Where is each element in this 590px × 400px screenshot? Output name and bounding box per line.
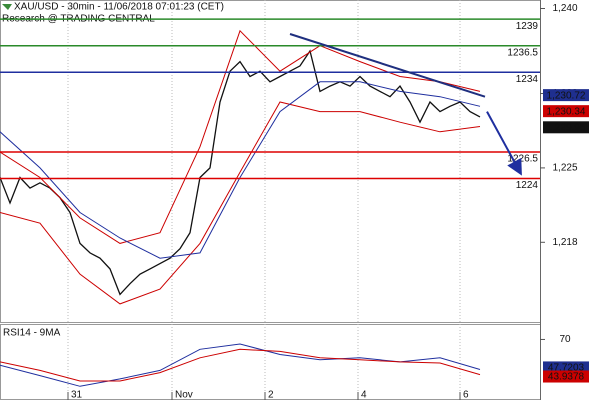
series-line: [0, 343, 481, 387]
forecast-arrow: [486, 111, 522, 176]
price-box-label: 1,230.34: [547, 106, 586, 117]
price-box-label: 1,230.72: [547, 90, 586, 101]
level-label: 1234: [516, 74, 539, 85]
value-box: [543, 370, 589, 383]
y-tick-label: 1,225: [552, 163, 577, 174]
level-label: 1224: [516, 180, 539, 191]
rsi-panel: [0, 324, 541, 400]
level-label: 1239: [516, 21, 539, 32]
series-line: [0, 29, 481, 244]
trendline: [289, 33, 486, 98]
value-box-label: 43.9378: [548, 372, 585, 383]
series-line: [0, 49, 481, 296]
x-tick-label: 6: [463, 390, 469, 400]
icon: [2, 4, 12, 10]
level-label: 1226.5: [507, 154, 538, 165]
series-line: [0, 348, 481, 382]
rsi-title: RSI14 - 9MA: [3, 328, 61, 339]
x-tick-label: Nov: [175, 390, 193, 400]
level-label: 1236.5: [507, 47, 538, 58]
y-tick-label: 70: [559, 334, 571, 345]
chart-title: XAU/USD - 30min - 11/06/2018 07:01:23 (C…: [14, 2, 224, 13]
y-tick-label: 1,240: [552, 3, 577, 14]
x-tick-label: 4: [361, 390, 367, 400]
series-line: [0, 101, 481, 305]
y-tick-label: 1,218: [552, 237, 577, 248]
price-box: [543, 89, 589, 102]
series-line: [0, 81, 481, 259]
price-box-label: 1,229.95: [547, 122, 586, 133]
value-box: [543, 361, 589, 374]
x-tick-label: 31: [71, 390, 83, 400]
price-box: [543, 121, 589, 134]
x-tick-label: 2: [268, 390, 274, 400]
value-box-label: 47.7203: [548, 363, 585, 374]
price-box: [543, 105, 589, 118]
